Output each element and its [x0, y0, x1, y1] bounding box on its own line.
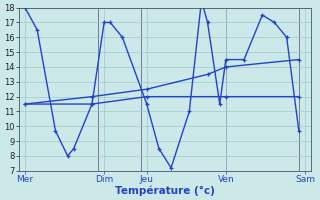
X-axis label: Température (°c): Température (°c) [115, 185, 215, 196]
